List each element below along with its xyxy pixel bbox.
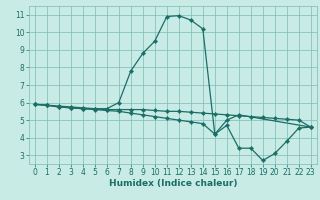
X-axis label: Humidex (Indice chaleur): Humidex (Indice chaleur) bbox=[108, 179, 237, 188]
